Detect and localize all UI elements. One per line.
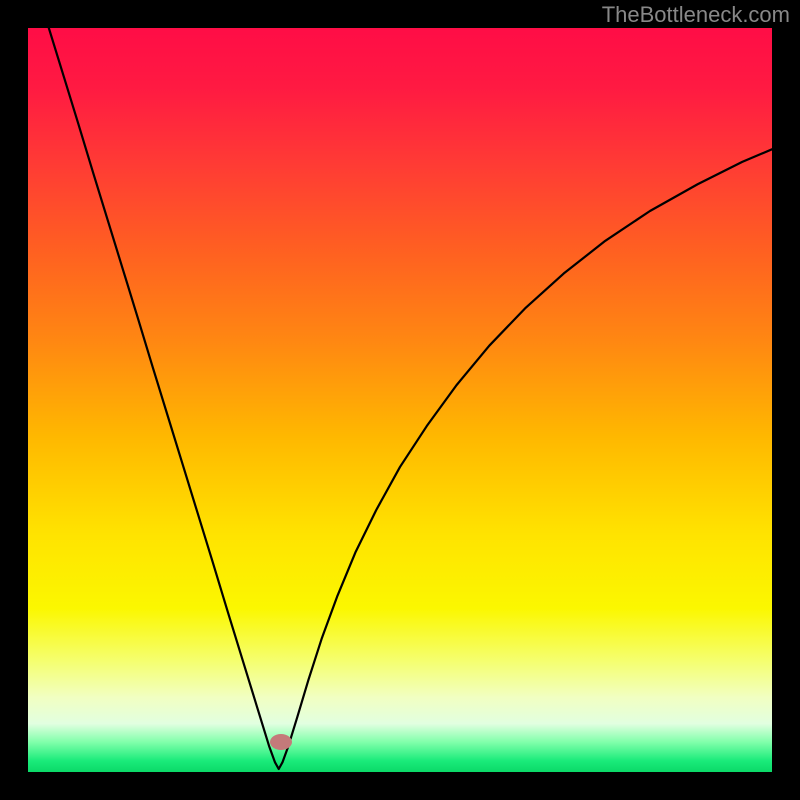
attribution-text: TheBottleneck.com [602,2,790,28]
plot-area [28,28,772,772]
bottleneck-curve [49,28,772,769]
curve-svg [28,28,772,772]
minimum-marker [270,734,292,750]
